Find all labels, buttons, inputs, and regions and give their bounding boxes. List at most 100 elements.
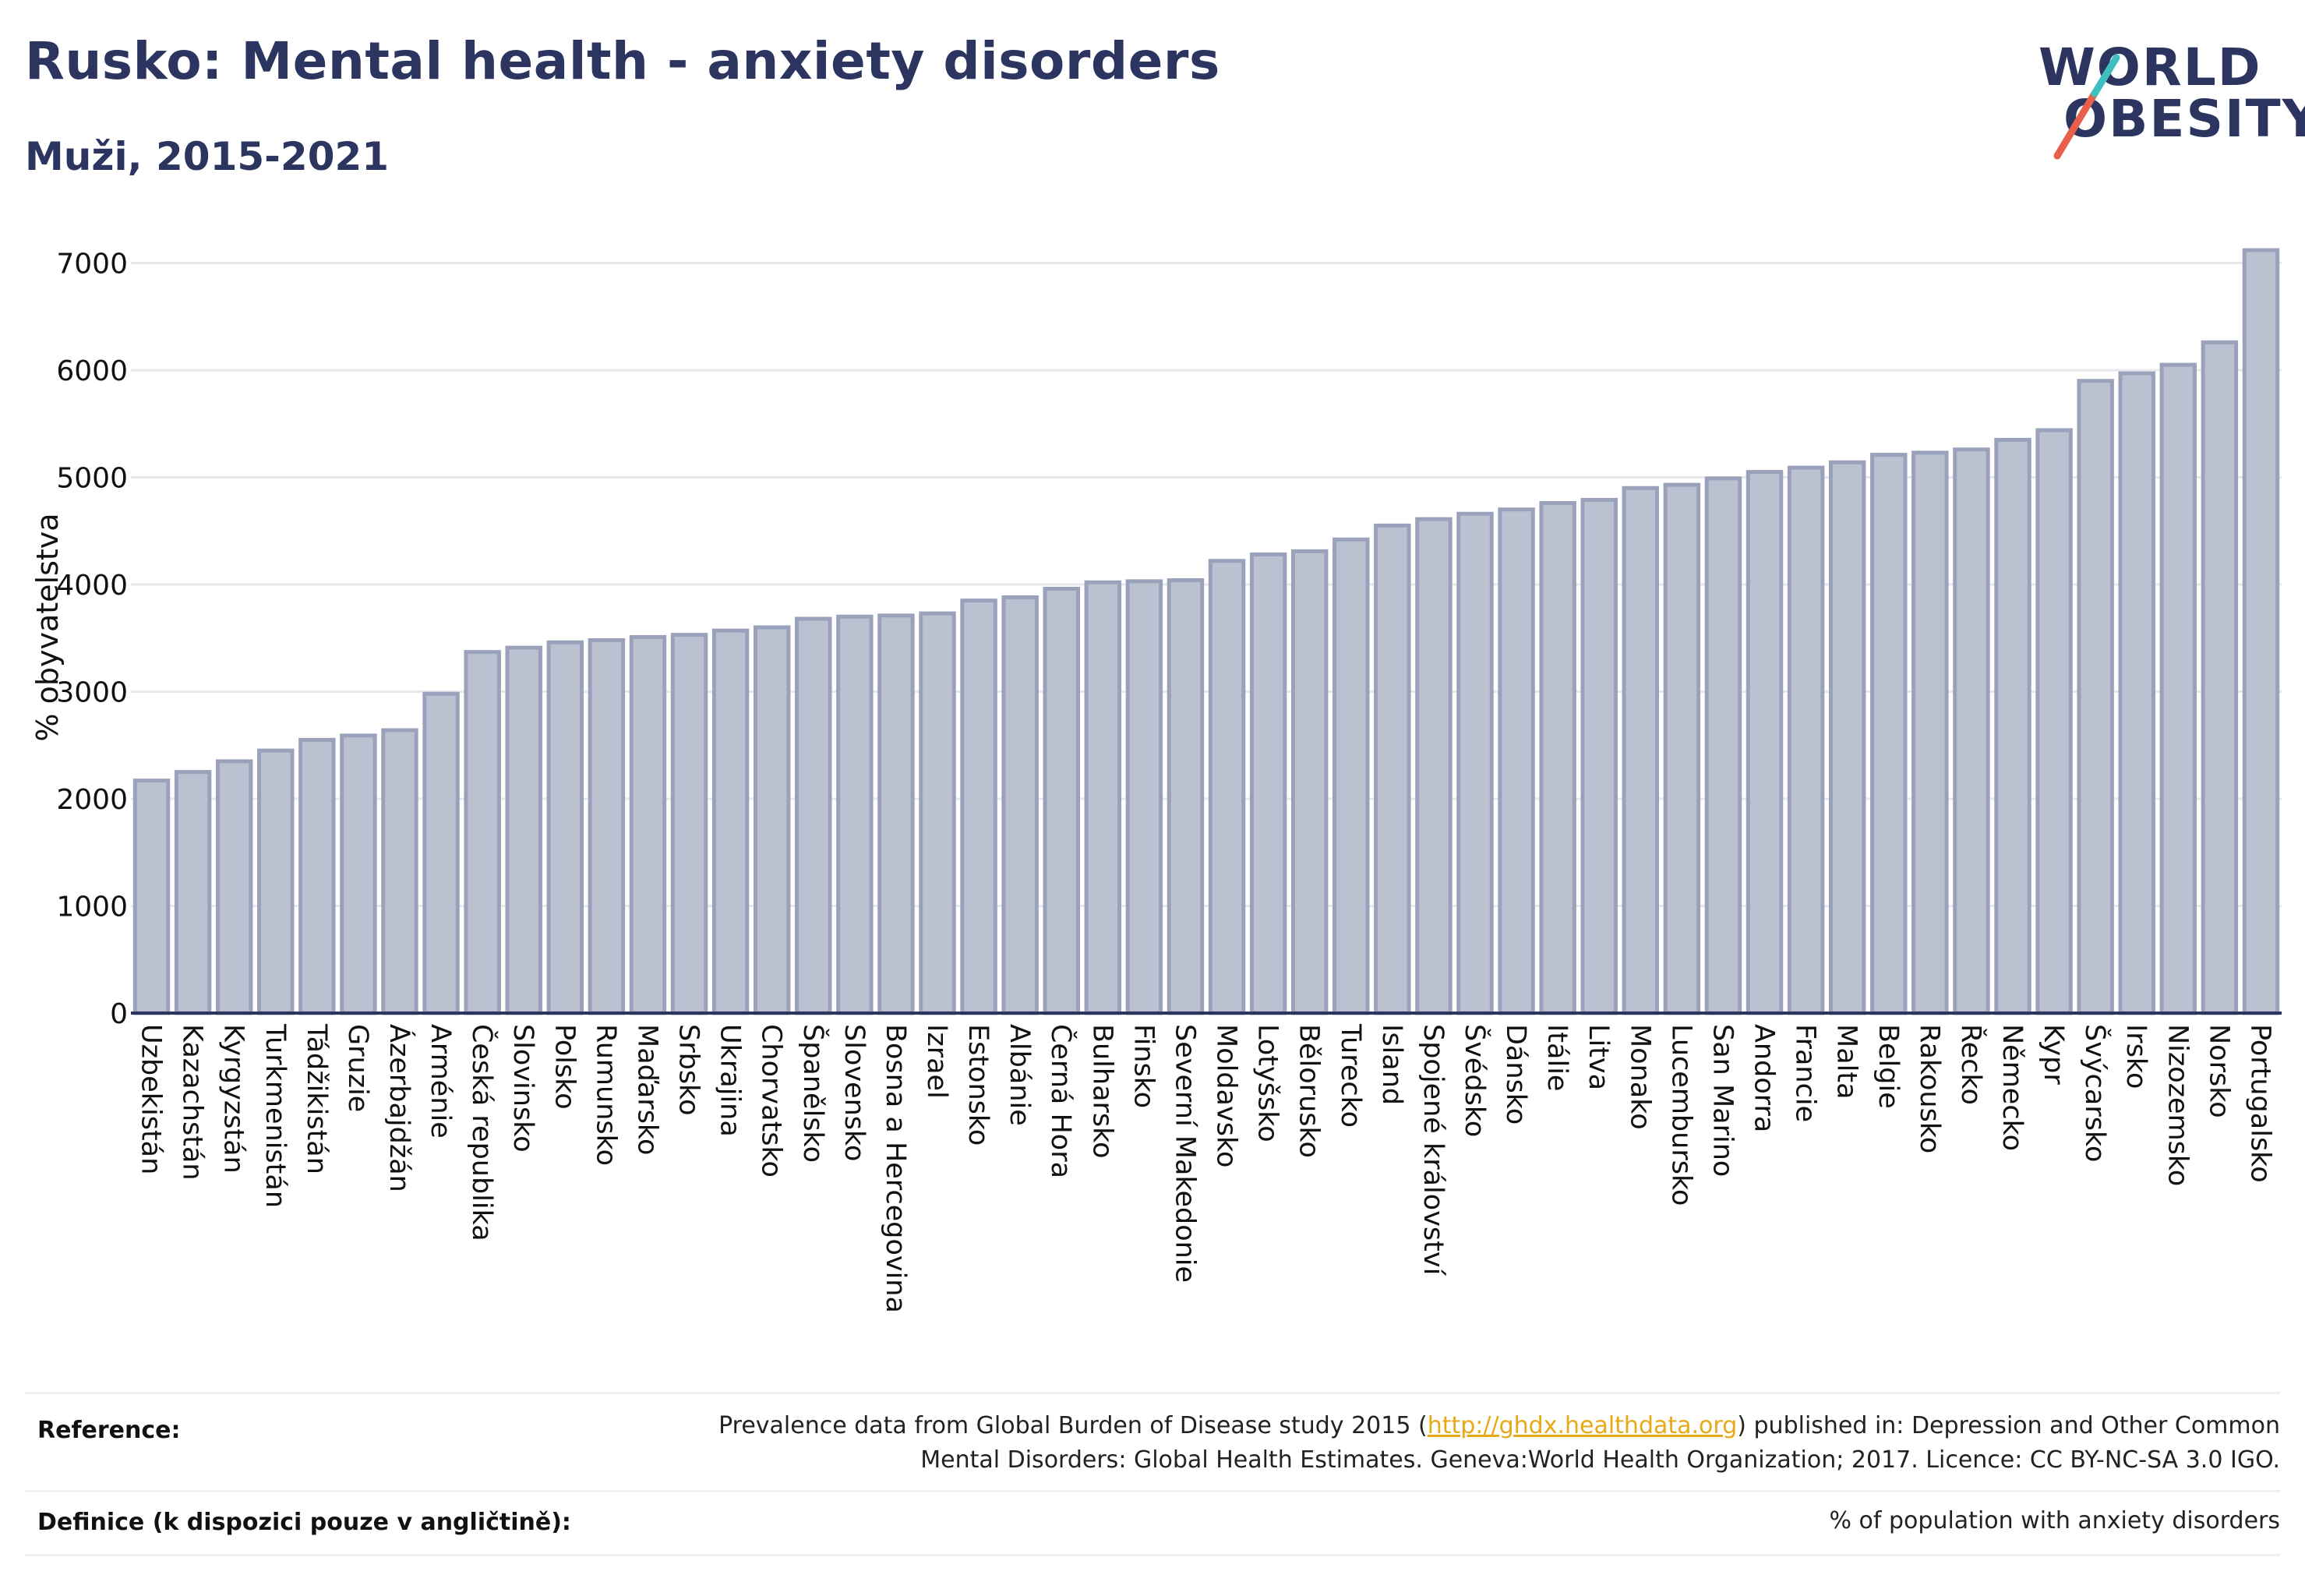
- bar-51: [2242, 248, 2280, 1015]
- x-tick-label: Arménie: [425, 1024, 456, 1139]
- x-tick-label: Španělsko: [797, 1024, 830, 1163]
- footer-divider-middle: [25, 1490, 2280, 1492]
- y-axis-label: % obyvatelstva: [30, 513, 65, 741]
- y-tick-label: 4000: [56, 570, 128, 602]
- bar-10: [546, 640, 584, 1015]
- x-tick-label: Bělorusko: [1294, 1024, 1325, 1158]
- bar-34: [1539, 501, 1576, 1015]
- bar-25: [1167, 578, 1205, 1015]
- bar-37: [1663, 482, 1701, 1015]
- x-tick-label: Slovinsko: [507, 1024, 538, 1153]
- reference-text: Prevalence data from Global Burden of Di…: [718, 1409, 2280, 1478]
- x-tick-label: Finsko: [1128, 1024, 1159, 1108]
- bar-23: [1084, 580, 1122, 1015]
- x-tick-label: San Marino: [1707, 1024, 1738, 1177]
- x-tick-label: Polsko: [549, 1024, 580, 1110]
- x-tick-label: Černá Hora: [1045, 1024, 1078, 1178]
- bar-1: [174, 770, 212, 1015]
- footer-divider-bottom: [25, 1554, 2280, 1556]
- x-tick-label: Monako: [1624, 1024, 1655, 1130]
- bar-50: [2201, 340, 2239, 1015]
- bar-39: [1746, 470, 1784, 1015]
- x-tick-label: Chorvatsko: [756, 1024, 787, 1178]
- y-axis-ticks: 0 1000 2000 3000 4000 5000 6000 7000: [56, 249, 128, 1031]
- bar-21: [1001, 595, 1039, 1015]
- x-tick-label: Rumunsko: [590, 1024, 621, 1166]
- x-tick-label: Maďarsko: [631, 1024, 662, 1155]
- bar-30: [1374, 523, 1411, 1015]
- y-tick-label: 5000: [56, 463, 128, 495]
- bar-35: [1580, 497, 1618, 1015]
- definition-text: % of population with anxiety disorders: [1829, 1507, 2280, 1534]
- x-tick-label: Turecko: [1335, 1023, 1366, 1128]
- x-tick-label: Gruzie: [342, 1024, 373, 1112]
- bar-33: [1498, 507, 1535, 1015]
- bar-42: [1870, 453, 1908, 1015]
- x-tick-label: Andorra: [1749, 1024, 1780, 1132]
- y-tick-label: 3000: [56, 677, 128, 709]
- y-tick-label: 1000: [56, 892, 128, 923]
- x-tick-label: Severní Makedonie: [1169, 1024, 1200, 1283]
- definition-label: Definice (k dispozici pouze v angličtině…: [37, 1509, 571, 1536]
- bar-31: [1415, 517, 1453, 1015]
- world-obesity-logo: WORLD OBESITY: [2034, 31, 2305, 164]
- x-tick-label: Švýcarsko: [2079, 1024, 2112, 1162]
- bar-32: [1456, 511, 1494, 1015]
- bar-14: [711, 628, 750, 1015]
- bar-13: [670, 633, 708, 1015]
- y-tick-label: 6000: [56, 355, 128, 387]
- bar-5: [340, 733, 377, 1015]
- bar-chart: 0 1000 2000 3000 4000 5000 6000 7000 Uzbekistán…: [30, 248, 2282, 1313]
- y-tick-label: 0: [110, 998, 128, 1030]
- bar-11: [588, 638, 626, 1015]
- x-tick-label: Estonsko: [962, 1024, 994, 1146]
- bar-0: [132, 779, 171, 1015]
- bar-3: [257, 748, 295, 1015]
- bar-45: [1994, 437, 2031, 1015]
- logo-slash-icon: [2053, 54, 2120, 160]
- x-tick-label: Moldavsko: [1211, 1024, 1242, 1167]
- reference-text-line2: Mental Disorders: Global Health Estimate…: [920, 1446, 2280, 1474]
- reference-label: Reference:: [37, 1417, 181, 1444]
- x-tick-label: Ukrajina: [715, 1024, 746, 1137]
- bar-4: [298, 737, 336, 1015]
- x-tick-label: Bulharsko: [1086, 1024, 1117, 1159]
- bar-40: [1787, 465, 1825, 1015]
- logo-word-world: WORLD: [2038, 37, 2262, 97]
- x-tick-label: Rakousko: [1914, 1024, 1945, 1153]
- x-tick-label: Kyrgyzstán: [218, 1024, 249, 1174]
- bar-28: [1290, 549, 1329, 1015]
- x-tick-label: Belgie: [1873, 1024, 1904, 1109]
- bar-22: [1043, 587, 1080, 1015]
- x-tick-label: Norsko: [2203, 1024, 2234, 1118]
- x-tick-label: Albánie: [1004, 1024, 1035, 1126]
- x-tick-label: Turkmenistán: [259, 1023, 291, 1208]
- x-tick-label: Ázerbajdžán: [383, 1024, 416, 1192]
- reference-link[interactable]: http://ghdx.healthdata.org: [1427, 1412, 1738, 1439]
- x-axis-labels: Uzbekistán Kazachstán Kyrgyzstán Turkmenist…: [136, 1023, 2276, 1313]
- x-tick-label: Francie: [1790, 1024, 1821, 1122]
- bar-38: [1704, 476, 1742, 1015]
- x-tick-label: Kazachstán: [177, 1024, 208, 1181]
- y-tick-label: 7000: [56, 249, 128, 281]
- bars: [132, 248, 2280, 1015]
- chart-title: Rusko: Mental health - anxiety disorders: [25, 31, 1220, 91]
- x-tick-label: Tádžikistán: [301, 1023, 332, 1174]
- x-tick-label: Portugalsko: [2244, 1024, 2275, 1183]
- bar-36: [1622, 486, 1660, 1015]
- x-tick-label: Dánsko: [1500, 1024, 1531, 1125]
- bar-46: [2035, 428, 2073, 1015]
- bar-2: [215, 759, 253, 1015]
- x-tick-label: Nizozemsko: [2162, 1024, 2193, 1186]
- logo-word-obesity: OBESITY: [2063, 89, 2305, 149]
- bar-9: [505, 645, 542, 1015]
- footer-divider-top: [25, 1392, 2280, 1394]
- bar-12: [629, 634, 667, 1015]
- x-tick-label: Kypr: [2038, 1024, 2069, 1085]
- x-tick-label: Německo: [1996, 1024, 2028, 1151]
- x-tick-label: Izrael: [921, 1024, 952, 1099]
- x-tick-label: Řecko: [1955, 1024, 1988, 1105]
- x-tick-label: Česká republika: [466, 1024, 499, 1241]
- reference-text-before: Prevalence data from Global Burden of Di…: [718, 1412, 1428, 1439]
- x-tick-label: Island: [1376, 1024, 1407, 1105]
